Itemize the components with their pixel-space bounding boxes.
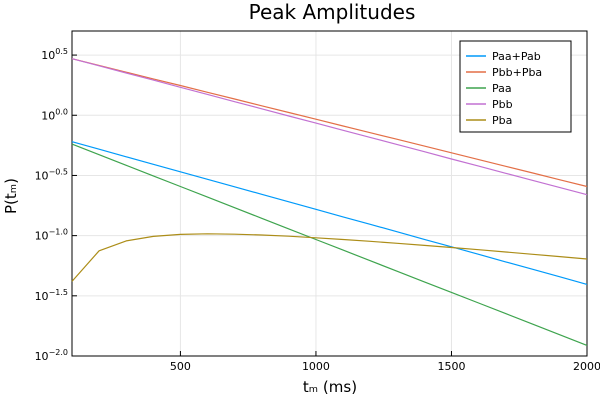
y-tick-label: 100.5 (41, 47, 68, 62)
y-tick-label: 10−2.0 (35, 348, 68, 363)
x-tick-label: 500 (170, 360, 191, 373)
x-tick-label: 1500 (437, 360, 465, 373)
series-line-pbb (71, 58, 588, 196)
legend-label: Paa (492, 82, 512, 95)
y-tick-label: 10−1.5 (35, 288, 68, 303)
x-axis: 500 1000 1500 2000 (170, 351, 600, 373)
x-tick-label: 2000 (573, 360, 600, 373)
legend-label: Pba (492, 114, 512, 127)
plot-frame (71, 30, 588, 357)
y-tick-label: 10−0.5 (35, 167, 68, 182)
series-lines (71, 58, 588, 346)
series-line-pbb-pba (71, 58, 588, 188)
legend-label: Pbb (492, 98, 513, 111)
legend-label: Pbb+Pba (492, 66, 542, 79)
series-line-paa-pab (71, 141, 588, 285)
series-line-pba (71, 233, 588, 282)
y-axis: 100.5 100.0 10−0.5 10−1.0 10−1.5 10−2.0 (35, 47, 77, 363)
legend: Paa+Pab Pbb+Pba Paa Pbb Pba (459, 40, 572, 133)
x-axis-title: tₘ (ms) (303, 378, 357, 396)
y-tick-label: 100.0 (41, 107, 68, 122)
y-tick-label: 10−1.0 (35, 228, 68, 243)
x-tick-label: 1000 (302, 360, 330, 373)
y-axis-title: P(tₘ) (2, 178, 20, 214)
series-line-paa (71, 143, 588, 346)
legend-label: Paa+Pab (492, 50, 541, 63)
chart-title: Peak Amplitudes (249, 0, 416, 24)
